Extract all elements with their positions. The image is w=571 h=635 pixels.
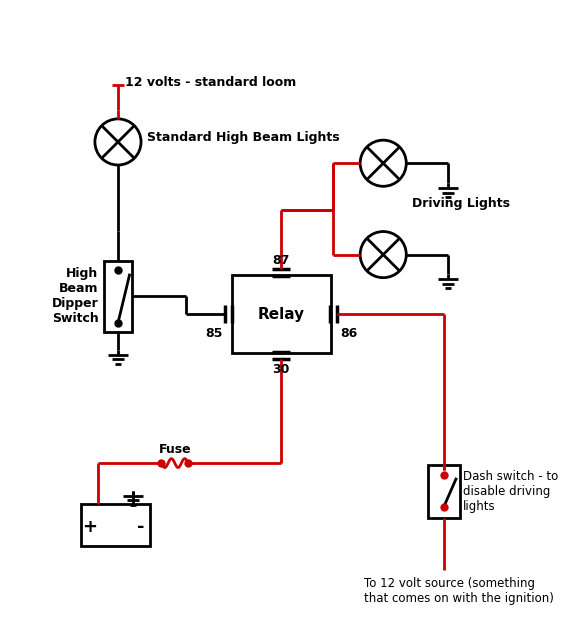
Text: High
Beam
Dipper
Switch: High Beam Dipper Switch bbox=[52, 267, 98, 325]
Text: Fuse: Fuse bbox=[158, 443, 191, 457]
Text: 30: 30 bbox=[272, 363, 290, 377]
Bar bbox=[428, 465, 460, 518]
Text: Standard High Beam Lights: Standard High Beam Lights bbox=[147, 131, 340, 144]
Text: 85: 85 bbox=[205, 327, 223, 340]
Text: 87: 87 bbox=[272, 254, 290, 267]
Text: 86: 86 bbox=[340, 327, 357, 340]
Text: 12 volts - standard loom: 12 volts - standard loom bbox=[125, 76, 296, 90]
Bar bbox=[231, 275, 331, 353]
Bar bbox=[81, 504, 150, 547]
Text: -: - bbox=[137, 518, 145, 536]
Text: Dash switch - to
disable driving
lights: Dash switch - to disable driving lights bbox=[463, 470, 558, 513]
Text: Relay: Relay bbox=[258, 307, 305, 321]
Text: +: + bbox=[82, 518, 97, 536]
Text: To 12 volt source (something
that comes on with the ignition): To 12 volt source (something that comes … bbox=[364, 577, 553, 605]
Bar bbox=[104, 261, 132, 331]
Text: Driving Lights: Driving Lights bbox=[412, 197, 509, 210]
